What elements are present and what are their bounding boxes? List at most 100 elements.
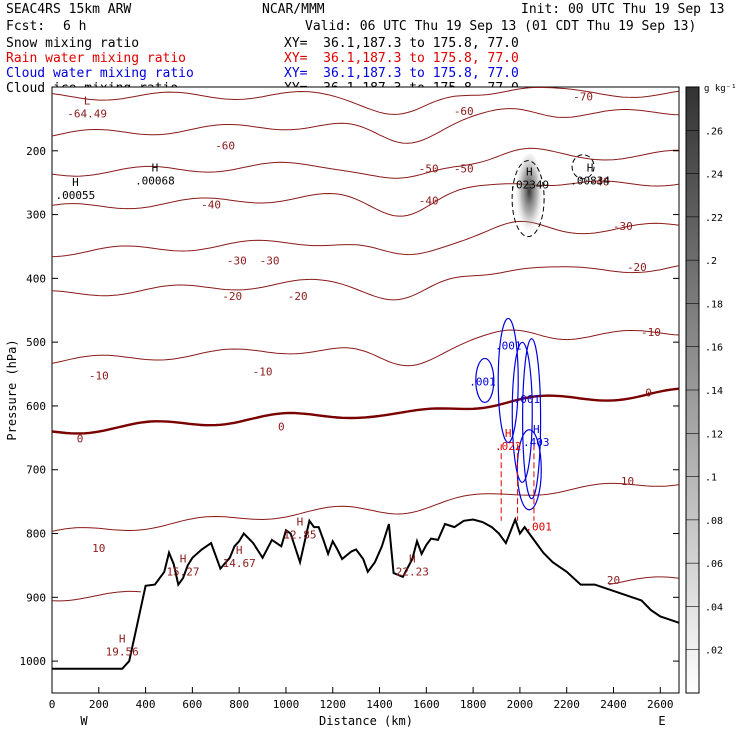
colorbar-unit: g kg⁻¹ <box>704 84 737 94</box>
y-tick-label: 700 <box>26 464 46 477</box>
extremum-marker: H <box>119 632 126 645</box>
isotherm-label: -10 <box>89 369 109 382</box>
colorbar-tick-label: .22 <box>705 213 723 224</box>
x-axis-title: Distance (km) <box>319 714 413 728</box>
extremum-value: .022 <box>495 440 522 453</box>
colorbar-tick-label: .18 <box>705 299 723 310</box>
extremum-marker: H <box>236 544 243 557</box>
forecast-hour: 6 h <box>63 19 87 34</box>
extremum-marker: H <box>526 165 533 178</box>
x-tick-label: 0 <box>49 698 56 711</box>
extremum-marker: H <box>587 161 594 174</box>
x-tick-label: 400 <box>136 698 156 711</box>
snow-contour-east <box>571 154 595 180</box>
x-tick-label: 2400 <box>600 698 627 711</box>
isotherm-label: -30 <box>227 255 247 268</box>
colorbar-tick-label: .1 <box>705 473 717 484</box>
extremum-value: -64.49 <box>67 108 107 121</box>
x-tick-label: 1600 <box>413 698 440 711</box>
contour-label: .001 <box>525 521 552 534</box>
x-tick-label: 1400 <box>366 698 393 711</box>
colorbar-tick-label: .2 <box>705 256 717 267</box>
extremum-marker: H <box>533 423 540 436</box>
isotherm-label: -30 <box>613 220 633 233</box>
extremum-marker: H <box>72 176 79 189</box>
extremum-value: .00068 <box>135 174 175 187</box>
isotherm-0 <box>52 387 679 435</box>
extremum-value: 15.27 <box>166 566 199 579</box>
y-tick-label: 500 <box>26 336 46 349</box>
east-label: E <box>658 714 665 728</box>
isotherm-label: -70 <box>573 91 593 104</box>
extremum-marker: H <box>409 553 416 566</box>
isotherm-label: -50 <box>454 163 474 176</box>
isotherm--30 <box>52 220 679 258</box>
cloud-water-contour <box>475 357 495 404</box>
isotherm-20 <box>52 576 679 602</box>
isotherm--50 <box>52 147 679 179</box>
plot-area <box>51 86 680 694</box>
cloud-water-contour <box>522 338 542 500</box>
isotherm-label: -40 <box>419 195 439 208</box>
extremum-value: 19.56 <box>106 645 139 658</box>
colorbar-tick-label: .06 <box>705 559 723 570</box>
field-label-snow: Snow mixing ratio <box>6 36 140 51</box>
model-title: SEAC4RS 15km ARW <box>6 2 132 17</box>
init-time: Init: 00 UTC Thu 19 Sep 13 <box>521 2 725 17</box>
field-xy-cloud-water: XY= 36.1,187.3 to 175.8, 77.0 <box>284 66 519 81</box>
snow-contour <box>511 160 545 238</box>
isotherm-label: -50 <box>419 163 439 176</box>
terrain-line <box>52 516 679 670</box>
y-tick-label: 300 <box>26 209 46 222</box>
isotherm-label: -40 <box>201 198 221 211</box>
isotherm-label: -40 <box>590 175 610 188</box>
colorbar-tick-label: .12 <box>705 429 723 440</box>
x-tick-label: 600 <box>182 698 202 711</box>
extremum-marker: H <box>505 427 512 440</box>
contour-label: .001 <box>495 339 522 352</box>
extremum-value: .403 <box>523 436 550 449</box>
isotherm-label: -10 <box>253 366 273 379</box>
colorbar-tick-label: .04 <box>705 602 723 613</box>
extremum-value: .02349 <box>509 178 549 191</box>
colorbar-tick-label: .02 <box>705 646 723 657</box>
isotherm--20 <box>52 265 679 301</box>
x-tick-label: 2000 <box>507 698 534 711</box>
y-axis-title: Pressure (hPa) <box>5 339 19 440</box>
isotherm--70 <box>52 87 679 115</box>
extremum-value: .00055 <box>56 189 96 202</box>
extremum-value: .00834 <box>570 174 610 187</box>
extremum-value: 22.23 <box>396 566 429 579</box>
x-tick-label: 1200 <box>319 698 346 711</box>
x-tick-label: 2200 <box>553 698 580 711</box>
isotherm--60 <box>52 108 679 144</box>
cloud-water-contour <box>497 317 519 444</box>
field-label-rain: Rain water mixing ratio <box>6 51 187 66</box>
colorbar-tick-label: .26 <box>705 126 723 137</box>
extremum-marker: H <box>180 553 187 566</box>
isotherm--40 <box>52 180 679 217</box>
isotherm-label: -20 <box>222 290 242 303</box>
field-xy-rain: XY= 36.1,187.3 to 175.8, 77.0 <box>284 51 519 66</box>
x-tick-label: 2600 <box>647 698 674 711</box>
y-tick-label: 1000 <box>20 655 47 668</box>
extremum-value: 12.85 <box>283 529 316 542</box>
isotherm-label: 20 <box>607 574 620 587</box>
forecast-label: Fcst: <box>6 19 46 34</box>
cloud-water-contour <box>511 341 533 483</box>
isotherm-label: -60 <box>215 140 235 153</box>
extremum-marker: H <box>152 161 159 174</box>
y-tick-label: 600 <box>26 400 46 413</box>
y-tick-label: 900 <box>26 591 46 604</box>
extremum-value: 14.67 <box>223 557 256 570</box>
x-tick-label: 1000 <box>273 698 300 711</box>
colorbar-tick-label: .16 <box>705 343 723 354</box>
isotherm-label: -20 <box>627 261 647 274</box>
valid-time: Valid: 06 UTC Thu 19 Sep 13 (01 CDT Thu … <box>305 19 697 34</box>
y-tick-label: 200 <box>26 145 46 158</box>
extremum-marker: L <box>84 95 91 108</box>
colorbar-tick-label: .14 <box>705 386 723 397</box>
west-label: W <box>80 714 88 728</box>
field-xy-snow: XY= 36.1,187.3 to 175.8, 77.0 <box>284 36 519 51</box>
